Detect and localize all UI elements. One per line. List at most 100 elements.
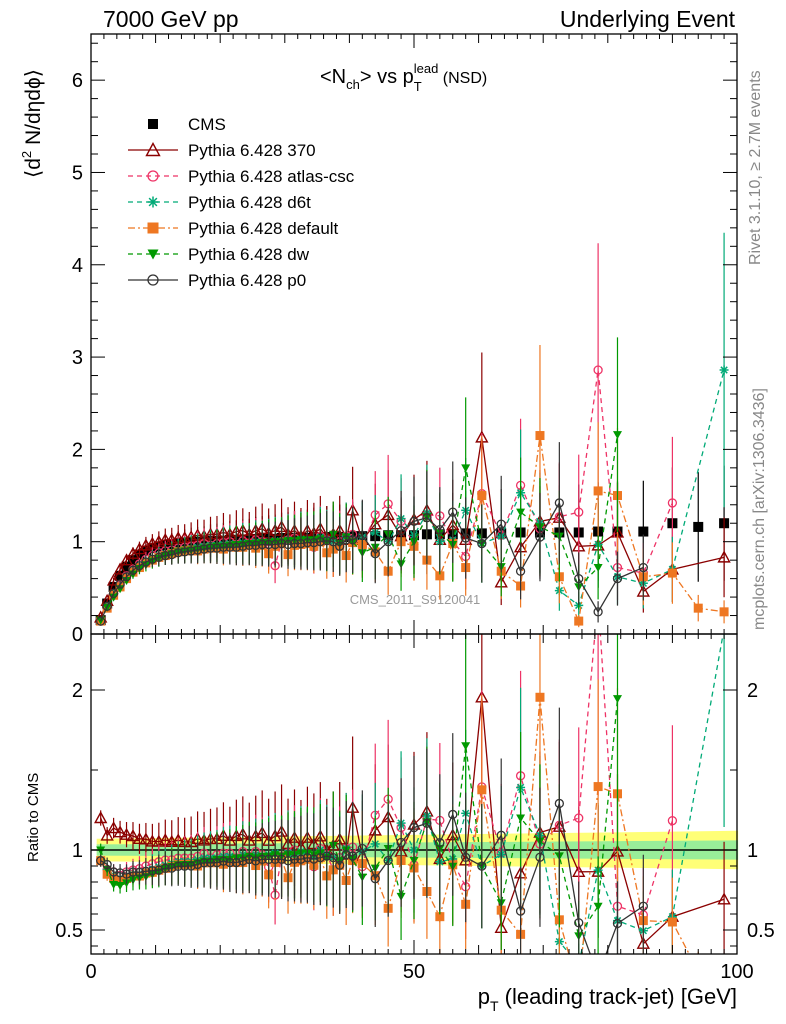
ratio-y-tick-label: 2 <box>72 680 83 702</box>
data-point <box>302 537 313 548</box>
data-point <box>115 882 125 891</box>
data-point <box>160 550 170 561</box>
title-part-4: lead <box>414 61 439 76</box>
data-point <box>108 588 119 599</box>
data-point <box>496 830 506 840</box>
data-point <box>322 851 332 861</box>
y-tick-label: 2 <box>72 439 83 461</box>
header-left: 7000 GeV pp <box>103 6 239 32</box>
legend-entry-pythia-6-428-370: Pythia 6.428 370 <box>128 141 316 160</box>
data-point <box>667 568 677 578</box>
data-point <box>205 858 216 868</box>
data-point <box>435 837 445 848</box>
data-point <box>94 811 108 824</box>
data-point <box>119 827 134 840</box>
x-tick-label: 50 <box>403 961 425 983</box>
data-point <box>667 816 678 826</box>
data-point <box>106 573 121 586</box>
legend-label: Pythia 6.428 d6t <box>188 193 311 212</box>
data-point <box>448 507 458 517</box>
data-point <box>173 861 183 871</box>
data-point <box>370 549 380 559</box>
xlabel-part-2: (leading track-jet) [GeV] <box>499 984 737 1009</box>
data-point <box>127 555 138 566</box>
legend-entry-pythia-6-428-atlas-csc: Pythia 6.428 atlas-csc <box>128 167 355 186</box>
series-line <box>100 501 644 622</box>
data-point <box>638 901 648 911</box>
data-point <box>593 486 603 496</box>
data-point <box>302 853 313 863</box>
legend-marker <box>147 249 159 260</box>
data-point <box>167 863 177 873</box>
data-point <box>283 539 293 550</box>
xlabel-part-0: p <box>478 984 490 1009</box>
series-line <box>100 369 725 622</box>
data-point <box>593 365 603 375</box>
data-point <box>218 856 229 866</box>
legend-label: CMS <box>188 115 226 134</box>
title-part-5: (NSD) <box>438 70 487 87</box>
y-axis-label: ⟨d2 N/dηdϕ⟩ <box>19 69 45 178</box>
data-point <box>283 856 293 866</box>
data-point <box>496 519 506 529</box>
data-point <box>231 857 242 868</box>
chart-title: <Nch> vs pTlead (NSD) <box>320 61 487 94</box>
data-point <box>115 868 125 878</box>
data-point <box>477 538 487 549</box>
ratio-y-tick-label-right: 1 <box>747 840 758 862</box>
header-right: Underlying Event <box>560 6 736 32</box>
data-point <box>145 834 160 847</box>
ratio-series-pythia-6-428-default <box>96 634 703 976</box>
data-point <box>435 525 445 535</box>
ratio-series-pythia-6-428-d6t <box>96 634 725 954</box>
data-point <box>238 541 248 551</box>
data-point <box>132 542 147 555</box>
data-point <box>218 542 229 552</box>
data-point <box>357 530 367 540</box>
data-point <box>134 867 145 877</box>
data-point <box>422 818 432 828</box>
legend-marker-stroke <box>148 197 158 207</box>
data-point <box>289 854 300 864</box>
data-point <box>593 607 603 617</box>
x-tick-label: 0 <box>85 961 96 983</box>
legend-entry-pythia-6-428-default: Pythia 6.428 default <box>128 219 339 238</box>
data-point <box>638 526 649 537</box>
data-point <box>96 616 106 626</box>
data-point <box>461 533 471 543</box>
data-point <box>115 570 126 581</box>
data-point <box>289 538 300 549</box>
title-part-1: ch <box>346 77 360 92</box>
y-tick-label: 5 <box>72 162 83 184</box>
data-point <box>102 859 112 870</box>
data-point <box>270 539 280 550</box>
data-point <box>251 540 261 551</box>
data-point <box>276 538 287 549</box>
data-point <box>180 547 190 557</box>
legend-entry-cms: CMS <box>148 115 226 134</box>
ratio-y-tick-label: 1 <box>72 840 83 862</box>
data-point <box>535 852 545 862</box>
legend: CMS Pythia 6.428 370 Pythia 6.428 atlas-cs… <box>128 115 355 290</box>
data-point <box>225 857 235 868</box>
data-point <box>212 543 222 553</box>
data-point <box>593 564 603 573</box>
data-point <box>335 860 345 870</box>
data-point <box>396 525 406 536</box>
data-point <box>612 431 622 440</box>
ratio-series-pythia-6-428-dw <box>96 634 622 954</box>
data-point <box>574 573 584 584</box>
data-point <box>309 854 319 864</box>
data-point <box>694 967 703 976</box>
data-point <box>108 867 119 877</box>
main-panel-marks <box>94 232 731 628</box>
data-point <box>612 573 623 584</box>
legend-label: Pythia 6.428 370 <box>188 141 316 160</box>
data-point <box>322 536 332 546</box>
data-point <box>409 822 419 833</box>
title-part-3: T <box>414 79 422 94</box>
data-point <box>347 535 358 545</box>
data-point <box>106 821 121 834</box>
data-point <box>448 809 458 820</box>
